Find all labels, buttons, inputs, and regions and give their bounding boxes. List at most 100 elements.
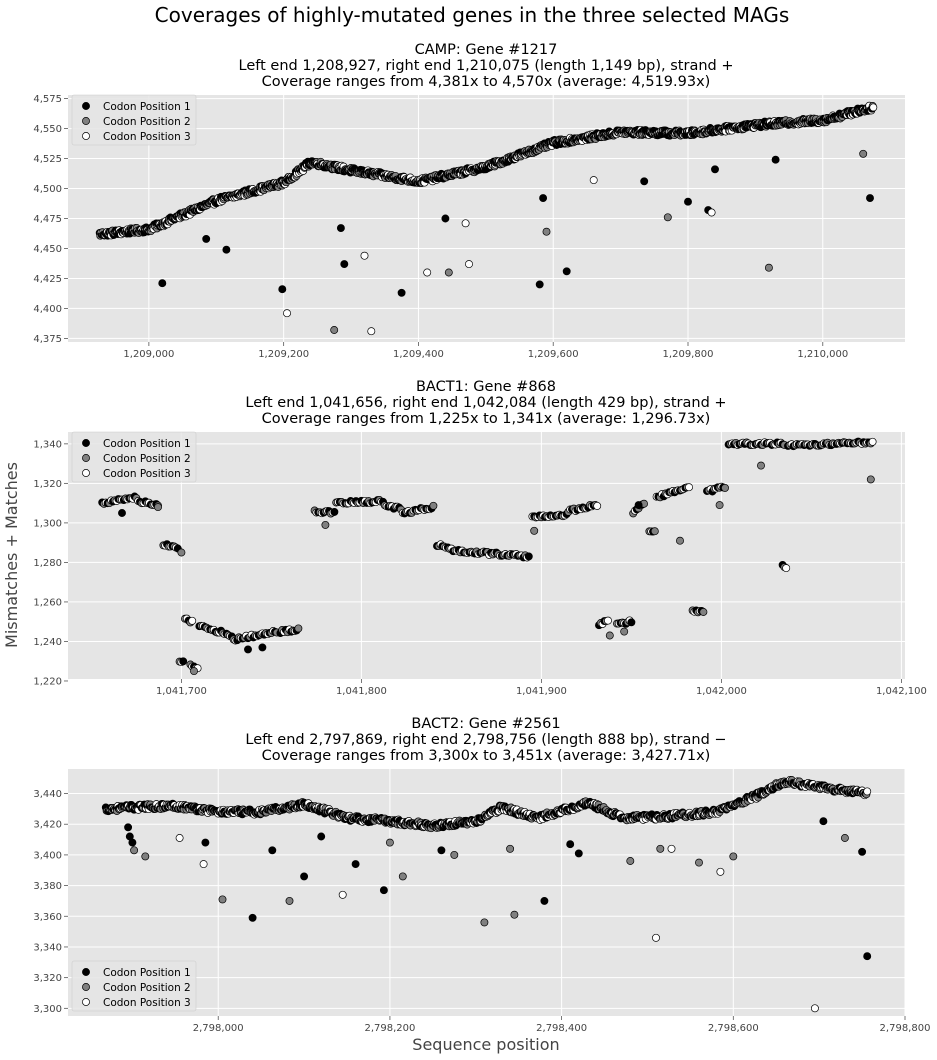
data-point-codon-1: [379, 886, 388, 895]
data-point-codon-1: [574, 849, 583, 858]
data-point-codon-1: [222, 245, 231, 254]
y-tick-label: 1,320: [33, 479, 62, 490]
data-point-codon-1: [258, 643, 267, 652]
data-point-codon-2: [866, 475, 875, 484]
data-point-codon-1: [351, 860, 360, 869]
data-point-codon-1: [278, 285, 287, 294]
data-point-codon-3: [782, 564, 791, 573]
data-point-codon-3: [863, 787, 872, 796]
data-point-codon-1: [128, 838, 137, 847]
x-tick-label: 2,798,800: [880, 1023, 931, 1034]
panel-title-line-1: CAMP: Gene #1217: [415, 42, 558, 58]
data-point-codon-2: [154, 503, 162, 512]
x-tick-label: 2,798,200: [364, 1023, 415, 1034]
data-point-codon-1: [248, 913, 257, 922]
panel-title-line-2: Left end 1,041,656, right end 1,042,084 …: [245, 395, 726, 411]
data-point-codon-1: [524, 552, 533, 561]
legend: Codon Position 1 Codon Position 2 Codon Po…: [71, 431, 197, 483]
data-point-codon-1: [634, 501, 643, 510]
data-point-codon-1: [336, 224, 345, 233]
scatter-points: [98, 437, 877, 676]
y-tick-label: 3,420: [33, 820, 62, 831]
legend-box: [71, 431, 197, 483]
data-point-codon-1: [202, 234, 211, 243]
data-point-codon-2: [450, 850, 459, 859]
legend-label: Codon Position 1: [103, 967, 191, 979]
y-tick-label: 3,400: [33, 850, 62, 861]
y-tick-label: 3,380: [33, 881, 62, 892]
data-point-codon-2: [764, 263, 773, 272]
x-tick-label: 2,798,000: [193, 1023, 244, 1034]
legend-marker-codon-3: [82, 469, 90, 477]
data-point-codon-2: [285, 896, 294, 905]
data-point-codon-1: [201, 838, 210, 847]
data-point-codon-3: [685, 483, 693, 492]
legend-label: Codon Position 3: [103, 997, 191, 1009]
data-point-codon-2: [663, 213, 672, 222]
figure-title: Coverages of highly-mutated genes in the…: [155, 3, 790, 27]
data-point-codon-1: [540, 896, 549, 905]
data-point-codon-3: [652, 933, 660, 942]
data-point-codon-1: [711, 165, 719, 174]
data-point-codon-3: [604, 616, 612, 625]
y-tick-label: 4,400: [33, 304, 62, 315]
x-axis-label: Sequence position: [412, 1035, 559, 1054]
x-tick-label: 1,209,200: [258, 349, 309, 360]
data-point-codon-3: [593, 501, 602, 510]
data-point-codon-3: [810, 1004, 819, 1013]
y-tick-label: 4,500: [33, 184, 62, 195]
y-tick-label: 1,240: [33, 637, 62, 648]
data-point-codon-3: [868, 437, 877, 446]
data-point-codon-1: [771, 155, 780, 164]
data-point-codon-1: [300, 872, 309, 881]
legend-marker-codon-2: [82, 454, 90, 462]
legend-box: [71, 960, 197, 1012]
data-point-codon-1: [858, 847, 867, 856]
panel-title-line-1: BACT2: Gene #2561: [411, 716, 560, 732]
data-point-codon-2: [177, 548, 186, 557]
legend-marker-codon-1: [82, 968, 90, 976]
data-point-codon-2: [840, 834, 849, 842]
data-point-codon-2: [130, 846, 139, 855]
data-point-codon-3: [667, 844, 676, 853]
data-point-codon-2: [141, 852, 150, 861]
data-point-codon-2: [699, 608, 708, 616]
data-point-codon-3: [869, 103, 878, 112]
data-point-codon-1: [437, 846, 446, 855]
data-point-codon-2: [480, 918, 489, 927]
data-point-codon-2: [695, 858, 703, 867]
x-tick-label: 1,042,000: [696, 686, 747, 697]
data-point-codon-1: [866, 194, 874, 203]
x-tick-label: 1,209,400: [393, 349, 444, 360]
legend-label: Codon Position 2: [103, 982, 191, 994]
data-point-codon-2: [294, 624, 303, 633]
x-tick-label: 1,041,700: [156, 686, 207, 697]
data-point-codon-2: [429, 501, 438, 510]
y-axis-label: Mismatches + Matches: [2, 462, 21, 648]
y-tick-label: 3,440: [33, 789, 62, 800]
data-point-codon-2: [721, 483, 729, 492]
data-point-codon-3: [589, 176, 598, 185]
y-tick-label: 4,550: [33, 124, 62, 135]
y-tick-label: 1,300: [33, 518, 62, 529]
data-point-codon-1: [397, 288, 406, 297]
data-point-codon-2: [676, 536, 684, 545]
data-point-codon-1: [330, 507, 339, 516]
data-point-codon-3: [461, 219, 470, 228]
legend-label: Codon Position 2: [103, 453, 191, 465]
y-tick-label: 1,280: [33, 558, 62, 569]
x-tick-label: 2,798,400: [536, 1023, 587, 1034]
legend-label: Codon Position 2: [103, 116, 191, 128]
data-point-codon-2: [444, 268, 453, 277]
data-point-codon-2: [650, 527, 659, 536]
data-point-codon-2: [620, 627, 629, 636]
legend-marker-codon-1: [82, 102, 90, 110]
legend-marker-codon-3: [82, 998, 90, 1006]
data-point-codon-2: [321, 520, 330, 529]
data-point-codon-2: [626, 857, 635, 865]
data-point-codon-2: [506, 844, 515, 853]
y-tick-label: 3,340: [33, 942, 62, 953]
legend-label: Codon Position 3: [103, 131, 191, 143]
data-point-codon-1: [627, 618, 636, 627]
